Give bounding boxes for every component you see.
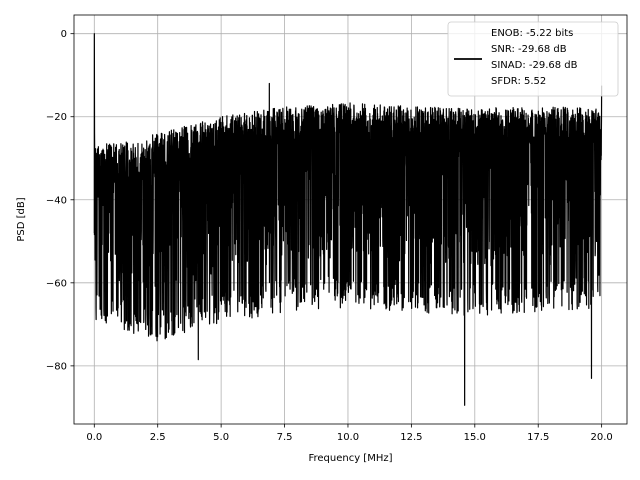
x-tick-label-8: 20.0 <box>591 432 613 443</box>
legend-entry-2: SINAD: -29.68 dB <box>491 60 578 71</box>
y-tick-label-3: −60 <box>46 278 67 289</box>
x-tick-label-3: 7.5 <box>277 432 293 443</box>
x-tick-label-0: 0.0 <box>86 432 102 443</box>
y-tick-label-1: −20 <box>46 112 67 123</box>
psd-series-line <box>93 33 603 406</box>
x-axis-label: Frequency [MHz] <box>308 453 392 464</box>
x-tick-label-6: 15.0 <box>464 432 486 443</box>
legend-box <box>447 21 619 97</box>
y-tick-label-4: −80 <box>46 361 67 372</box>
x-tick-label-7: 17.5 <box>527 432 549 443</box>
x-tick-label-1: 2.5 <box>150 432 166 443</box>
legend-entry-3: SFDR: 5.52 <box>491 76 546 87</box>
axis-ticks: 0.0 2.5 5.0 7.5 10.0 12.5 15.0 17.5 20.0 0 −20 −40 −… <box>46 29 613 443</box>
y-tick-label-0: 0 <box>61 29 67 40</box>
y-axis-label: PSD [dB] <box>16 197 27 241</box>
x-tick-label-5: 12.5 <box>400 432 422 443</box>
legend: ENOB: -5.22 bits SNR: -29.68 dB SINAD: -29… <box>447 21 619 97</box>
x-tick-label-4: 10.0 <box>337 432 359 443</box>
y-tick-label-2: −40 <box>46 195 67 206</box>
legend-entry-1: SNR: -29.68 dB <box>491 44 567 55</box>
legend-entry-0: ENOB: -5.22 bits <box>491 28 573 39</box>
x-tick-label-2: 5.0 <box>213 432 229 443</box>
plot-frame <box>73 14 628 425</box>
series-layer <box>93 33 603 406</box>
